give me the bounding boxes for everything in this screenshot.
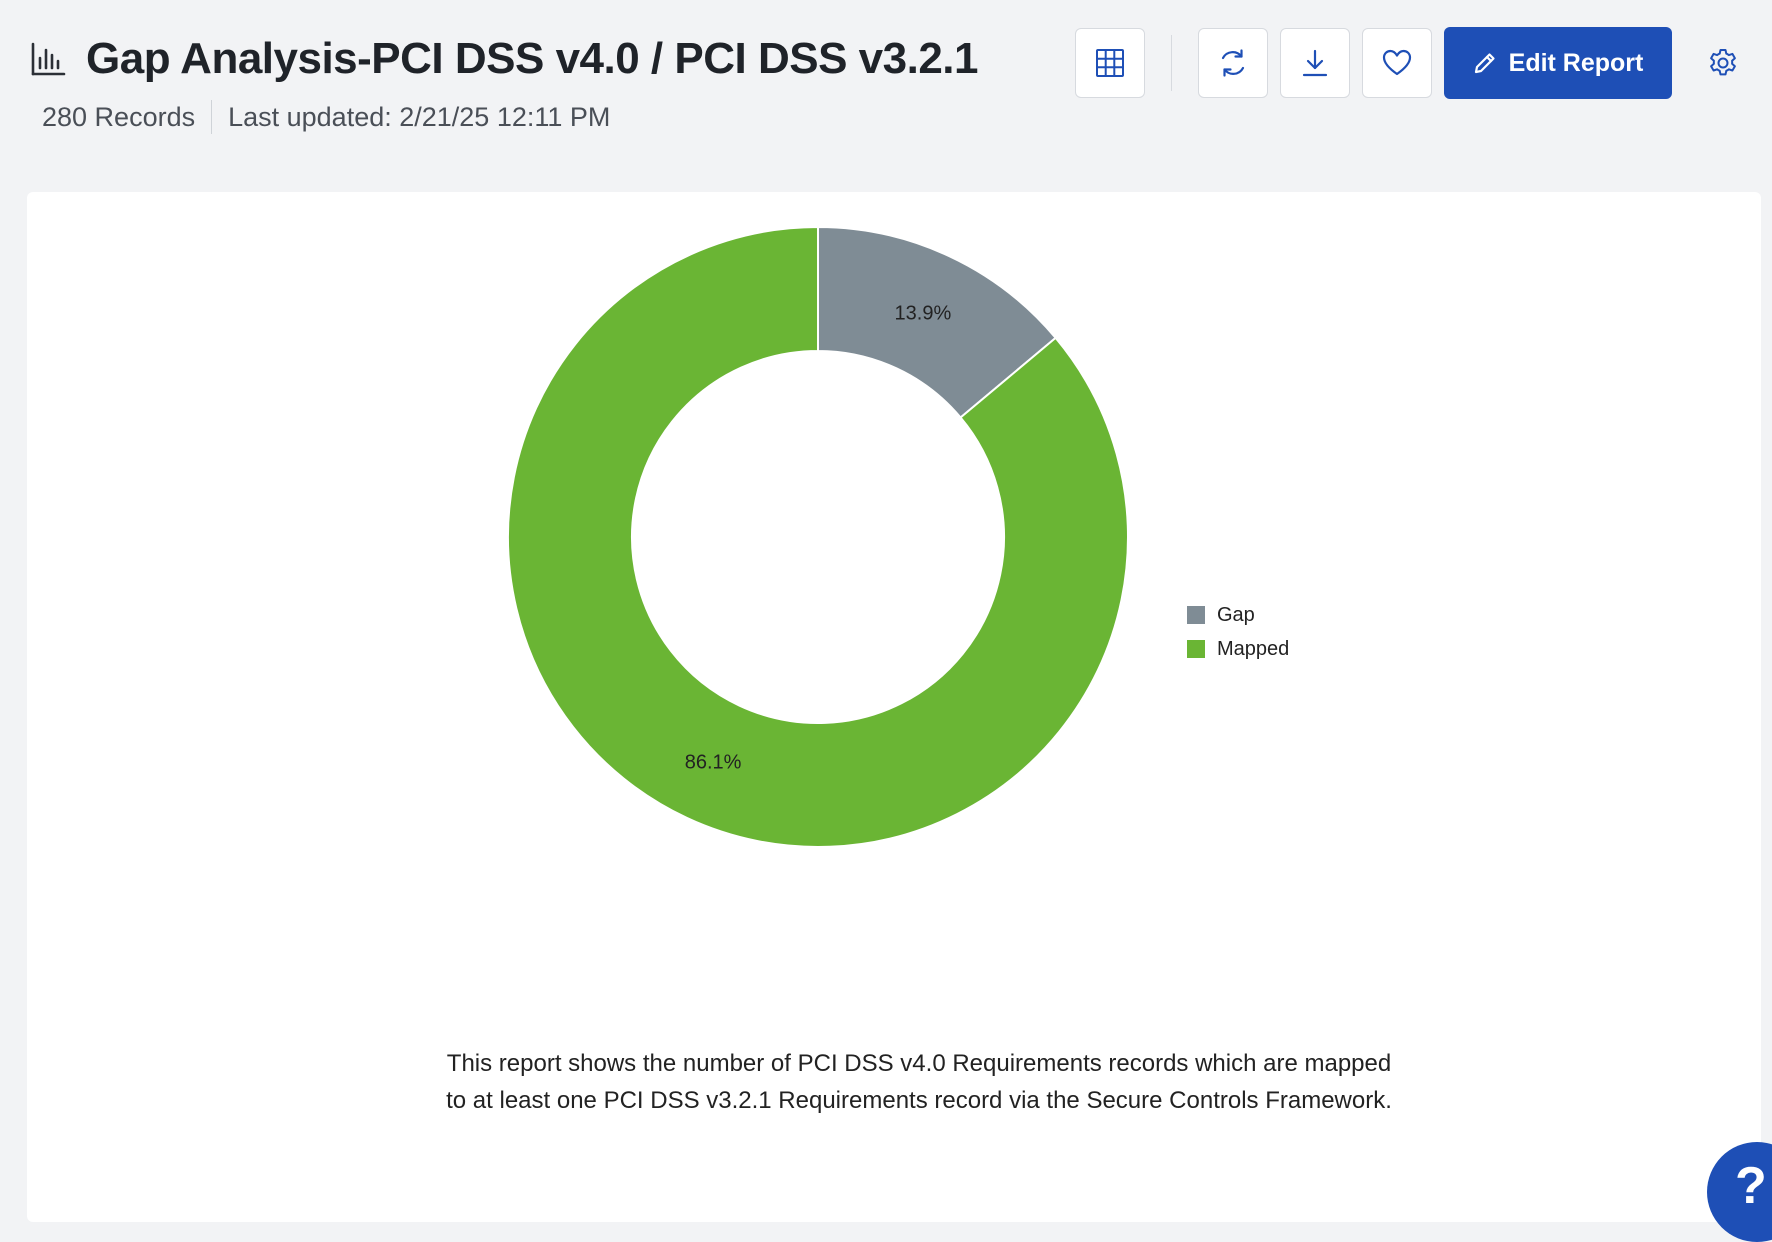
- download-button[interactable]: [1280, 28, 1350, 98]
- record-count: 280 Records: [42, 101, 196, 132]
- gear-icon: [1710, 49, 1736, 76]
- donut-label-gap: 13.9%: [895, 302, 952, 324]
- report-card: 13.9% 86.1% Gap Mapped This report shows …: [27, 192, 1761, 1222]
- bar-chart-icon: [28, 39, 68, 79]
- edit-report-label: Edit Report: [1508, 48, 1644, 77]
- toolbar: Edit Report: [1075, 27, 1672, 99]
- legend-item-mapped[interactable]: Mapped: [1187, 632, 1289, 666]
- legend-swatch-mapped: [1187, 640, 1205, 658]
- page-title: Gap Analysis-PCI DSS v4.0 / PCI DSS v3.2…: [86, 34, 978, 83]
- report-header: Gap Analysis-PCI DSS v4.0 / PCI DSS v3.2…: [0, 0, 1772, 170]
- edit-report-button[interactable]: Edit Report: [1444, 27, 1672, 99]
- title-row: Gap Analysis-PCI DSS v4.0 / PCI DSS v3.2…: [28, 34, 978, 84]
- last-updated: Last updated: 2/21/25 12:11 PM: [228, 101, 611, 132]
- report-description: This report shows the number of PCI DSS …: [446, 1050, 1392, 1114]
- refresh-button[interactable]: [1198, 28, 1268, 98]
- chart-legend: Gap Mapped: [1187, 598, 1289, 666]
- refresh-icon: [1221, 49, 1245, 77]
- donut-slice-mapped[interactable]: [507, 225, 1129, 848]
- download-icon: [1302, 49, 1328, 77]
- meta-row: 280 Records Last updated: 2/21/25 12:11 …: [42, 100, 610, 134]
- meta-divider: [211, 100, 213, 134]
- pencil-icon: [1473, 51, 1497, 75]
- donut-chart: 13.9% 86.1%: [507, 225, 1129, 848]
- legend-label-mapped: Mapped: [1217, 637, 1290, 660]
- donut-label-mapped: 86.1%: [685, 752, 742, 774]
- table-grid-icon: [1096, 49, 1124, 77]
- legend-swatch-gap: [1187, 606, 1205, 624]
- heart-icon: [1382, 49, 1412, 76]
- legend-label-gap: Gap: [1217, 603, 1255, 626]
- table-view-button[interactable]: [1075, 28, 1145, 98]
- help-icon: ?: [1735, 1157, 1767, 1215]
- toolbar-separator: [1171, 35, 1172, 91]
- favorite-button[interactable]: [1362, 28, 1432, 98]
- settings-button[interactable]: [1704, 44, 1742, 82]
- legend-item-gap[interactable]: Gap: [1187, 598, 1289, 632]
